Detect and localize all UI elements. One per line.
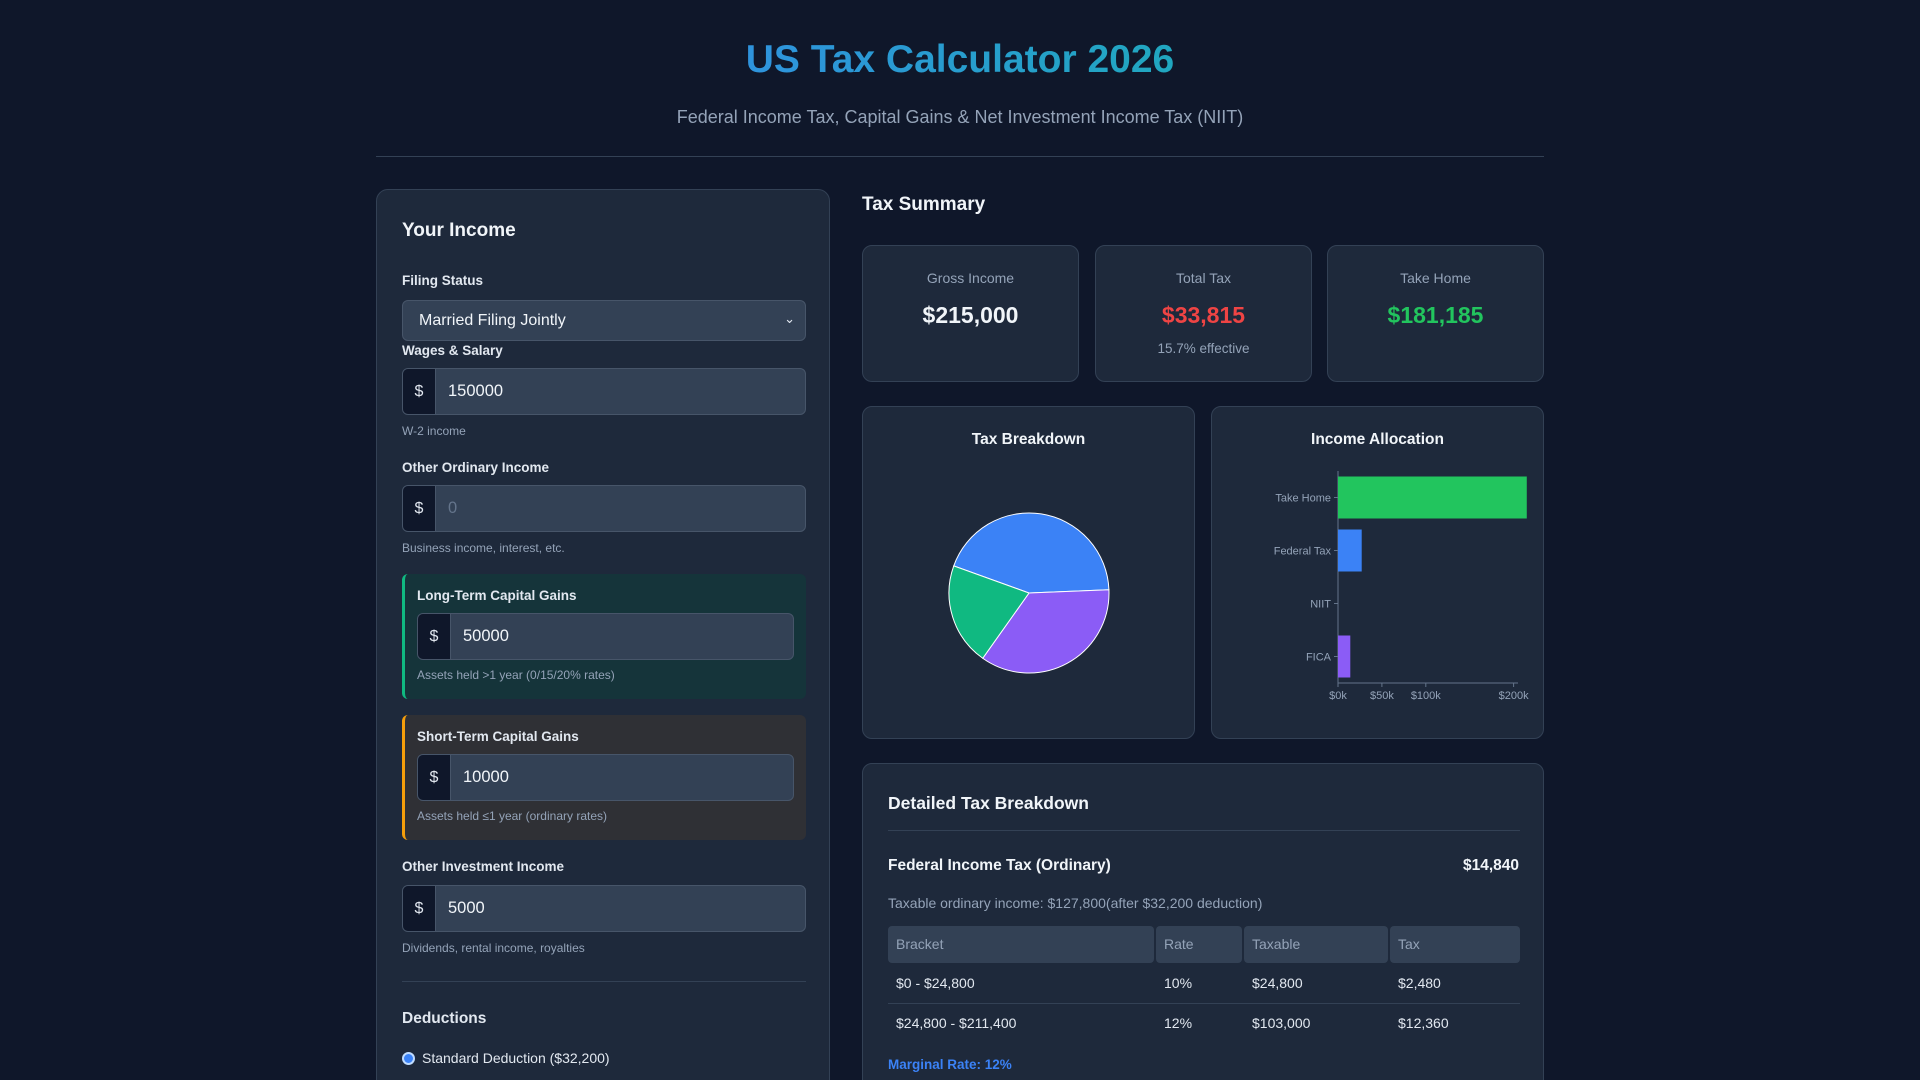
ltcg-hint: Assets held >1 year (0/15/20% rates) xyxy=(417,668,615,682)
detail-divider xyxy=(888,830,1520,831)
ltcg-label: Long-Term Capital Gains xyxy=(417,588,577,603)
wages-hint: W-2 income xyxy=(402,424,466,438)
income-panel-title: Your Income xyxy=(402,220,516,241)
page-header: US Tax Calculator 2026 Federal Income Ta… xyxy=(376,0,1544,157)
card-value: $33,815 xyxy=(1161,302,1246,328)
pie-slice xyxy=(948,565,1030,659)
dollar-prefix: $ xyxy=(418,614,451,659)
pie-slice xyxy=(982,589,1110,674)
table-cell: $2,480 xyxy=(1398,975,1441,991)
ltcg-value: 50000 xyxy=(463,627,509,645)
pie-slice xyxy=(953,512,1110,594)
other-invest-input[interactable]: $ 5000 xyxy=(402,885,806,932)
y-tick-label: FICA xyxy=(1306,652,1332,664)
other-invest-hint: Dividends, rental income, royalties xyxy=(402,941,585,955)
table-cell: $24,800 xyxy=(1252,975,1303,991)
chevron-down-icon: ⌄ xyxy=(784,311,795,326)
table-cell: $12,360 xyxy=(1398,1015,1449,1031)
dollar-prefix: $ xyxy=(403,886,436,931)
x-tick-label: $50k xyxy=(1370,690,1394,702)
other-ordinary-hint: Business income, interest, etc. xyxy=(402,541,565,555)
stcg-value: 10000 xyxy=(463,768,509,786)
chart-title: Tax Breakdown xyxy=(971,431,1086,448)
dollar-prefix: $ xyxy=(403,369,436,414)
bar xyxy=(1338,635,1351,678)
filing-status-value: Married Filing Jointly xyxy=(419,312,566,329)
column-header-tax: Tax xyxy=(1390,926,1520,963)
other-ordinary-label: Other Ordinary Income xyxy=(402,460,550,475)
pie-chart xyxy=(948,512,1110,674)
other-invest-label: Other Investment Income xyxy=(402,859,565,874)
column-header-bracket: Bracket xyxy=(888,926,1154,963)
detail-title: Detailed Tax Breakdown xyxy=(888,793,1089,813)
table-cell: 10% xyxy=(1164,975,1193,991)
chart-title: Income Allocation xyxy=(1311,431,1444,448)
total-tax-card: Total Tax $33,815 15.7% effective xyxy=(1095,245,1312,382)
stcg-input[interactable]: $ 10000 xyxy=(417,754,794,801)
section-divider xyxy=(402,981,806,982)
bar xyxy=(1338,529,1362,572)
row-divider xyxy=(888,1003,1520,1004)
federal-income-tax-value: $14,840 xyxy=(1462,857,1519,874)
stcg-label: Short-Term Capital Gains xyxy=(417,729,579,744)
federal-income-tax-heading: Federal Income Tax (Ordinary) xyxy=(888,857,1111,874)
other-ordinary-placeholder: 0 xyxy=(448,499,458,517)
detailed-tax-breakdown: Detailed Tax Breakdown Federal Income Ta… xyxy=(862,763,1544,1080)
card-label: Gross Income xyxy=(926,270,1015,286)
dollar-prefix: $ xyxy=(418,755,451,800)
taxable-income-note: Taxable ordinary income: $127,800(after … xyxy=(888,895,1263,911)
x-tick-label: $100k xyxy=(1411,690,1441,702)
bar xyxy=(1338,476,1527,519)
ltcg-input[interactable]: $ 50000 xyxy=(417,613,794,660)
y-tick-label: Federal Tax xyxy=(1274,546,1332,558)
income-panel: Your Income Filing Status Married Filing… xyxy=(376,189,830,1080)
table-cell: $24,800 - $211,400 xyxy=(896,1015,1017,1031)
wages-value: 150000 xyxy=(448,382,504,400)
deductions-heading: Deductions xyxy=(402,1010,487,1027)
table-cell: 12% xyxy=(1164,1015,1193,1031)
stcg-hint: Assets held ≤1 year (ordinary rates) xyxy=(417,809,607,823)
filing-status-label: Filing Status xyxy=(402,273,483,288)
marginal-rate: Marginal Rate: 12% xyxy=(888,1057,1012,1072)
card-label: Total Tax xyxy=(1176,270,1231,286)
x-tick-label: $0k xyxy=(1329,690,1347,702)
page-title: US Tax Calculator 2026 xyxy=(376,38,1544,82)
take-home-card: Take Home $181,185 xyxy=(1327,245,1544,382)
card-label: Take Home xyxy=(1400,270,1471,286)
page-subtitle: Federal Income Tax, Capital Gains & Net … xyxy=(676,107,1244,127)
card-value: $181,185 xyxy=(1387,302,1484,328)
y-tick-label: Take Home xyxy=(1275,493,1331,505)
tax-summary-title: Tax Summary xyxy=(862,194,986,215)
effective-rate: 15.7% effective xyxy=(1157,341,1250,356)
wages-input[interactable]: $ 150000 xyxy=(402,368,806,415)
income-allocation-chart-card: Income Allocation Take Home Federal Tax NI… xyxy=(1211,406,1544,739)
ltcg-section: Long-Term Capital Gains $ 50000 Assets h… xyxy=(402,574,806,699)
filing-status-select[interactable]: Married Filing Jointly ⌄ xyxy=(402,300,806,341)
tax-breakdown-chart-card: Tax Breakdown xyxy=(862,406,1195,739)
standard-deduction-radio[interactable] xyxy=(402,1052,415,1065)
standard-deduction-label: Standard Deduction ($32,200) xyxy=(422,1050,610,1066)
stcg-section: Short-Term Capital Gains $ 10000 Assets … xyxy=(402,715,806,840)
y-tick-label: NIIT xyxy=(1310,599,1331,611)
column-header-taxable: Taxable xyxy=(1244,926,1388,963)
card-value: $215,000 xyxy=(922,302,1019,328)
wages-label: Wages & Salary xyxy=(402,343,503,358)
gross-income-card: Gross Income $215,000 xyxy=(862,245,1079,382)
other-invest-value: 5000 xyxy=(448,899,485,917)
x-tick-label: $200k xyxy=(1499,690,1529,702)
table-cell: $103,000 xyxy=(1252,1015,1311,1031)
table-cell: $0 - $24,800 xyxy=(896,975,975,991)
column-header-rate: Rate xyxy=(1156,926,1242,963)
bar-chart: Take Home Federal Tax NIIT FICA $0k $50k $100k… xyxy=(1274,471,1529,702)
other-ordinary-input[interactable]: $ 0 xyxy=(402,485,806,532)
dollar-prefix: $ xyxy=(403,486,436,531)
